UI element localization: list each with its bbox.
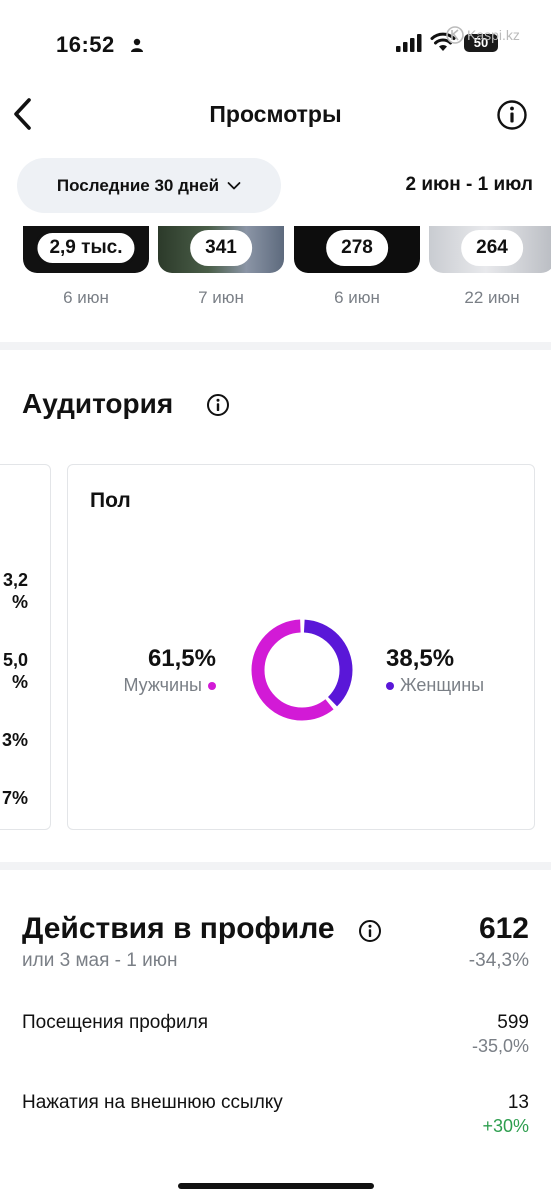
- status-time: 16:52: [56, 32, 115, 57]
- view-count-badge: 2,9 тыс.: [34, 230, 138, 266]
- age-value: 5,0 %: [2, 650, 28, 692]
- section-divider: [0, 342, 551, 350]
- age-value: 3%: [1, 730, 28, 750]
- age-value: 7%: [1, 788, 28, 808]
- content-thumbnail[interactable]: 278: [294, 226, 420, 273]
- watermark-text: Kaspi.kz: [467, 27, 520, 43]
- content-thumbnail[interactable]: 2,9 тыс.: [23, 226, 149, 273]
- metric-change: -35,0%: [471, 1036, 529, 1056]
- metric-row-link-taps[interactable]: Нажатия на внешнюю ссылку 13 +30%: [22, 1092, 529, 1142]
- person-icon: [131, 38, 143, 52]
- female-label: Женщины: [400, 675, 485, 695]
- top-content-strip: 2,9 тыс. 341 278 264 6 июн 7 июн 6 июн 2…: [0, 226, 551, 316]
- donut-female-arc: [251, 619, 353, 721]
- gender-donut-chart: [251, 619, 353, 721]
- metric-row-profile-visits[interactable]: Посещения профиля 599 -35,0%: [22, 1012, 529, 1062]
- view-count-badge: 341: [190, 230, 252, 266]
- section-divider: [0, 862, 551, 870]
- metric-label: Посещения профиля: [22, 1012, 208, 1033]
- view-count-badge: 264: [461, 230, 523, 266]
- kaspi-logo-icon: [446, 26, 464, 44]
- date-range: 2 июн - 1 июл: [405, 174, 533, 195]
- metric-label: Нажатия на внешнюю ссылку: [22, 1092, 283, 1113]
- male-dot: [208, 681, 216, 690]
- metric-value: 599: [497, 1012, 529, 1033]
- content-thumbnail[interactable]: 264: [429, 226, 551, 273]
- profile-actions-change: -34,3%: [468, 950, 529, 971]
- profile-actions-total: 612: [478, 912, 529, 945]
- gender-card-title: Пол: [90, 489, 131, 512]
- chevron-down-icon: [227, 181, 241, 189]
- male-percent: 61,5%: [147, 645, 216, 672]
- profile-actions-title: Действия в профиле: [22, 912, 335, 945]
- age-card-partial[interactable]: 3,2 % 5,0 % 3% 7%: [0, 464, 51, 830]
- female-legend: Женщины: [386, 675, 484, 696]
- watermark: Kaspi.kz: [446, 26, 520, 44]
- age-value: 3,2 %: [2, 570, 28, 612]
- view-count-badge: 278: [326, 230, 388, 266]
- info-icon[interactable]: [496, 99, 528, 131]
- content-thumbnail[interactable]: 341: [158, 226, 284, 273]
- gender-card[interactable]: Пол 61,5% Мужчины 38,5% Женщины: [67, 464, 535, 830]
- info-icon[interactable]: [206, 393, 230, 417]
- back-arrow-icon[interactable]: [10, 96, 36, 132]
- period-label: Последние 30 дней: [56, 175, 220, 195]
- metric-change: +30%: [482, 1116, 529, 1136]
- thumbnail-date: 7 июн: [198, 288, 244, 307]
- thumbnail-date: 6 июн: [334, 288, 380, 307]
- metric-value: 13: [507, 1092, 529, 1113]
- compare-period: или 3 мая - 1 июн: [22, 950, 178, 971]
- battery-indicator: 50: [464, 34, 498, 52]
- status-bar: 16:52 50 Kaspi.kz: [0, 0, 551, 80]
- page-title: Просмотры: [209, 101, 342, 127]
- donut-male-arc: [251, 619, 353, 721]
- female-percent: 38,5%: [386, 645, 455, 672]
- signal-icon: [396, 34, 422, 52]
- filter-row: Последние 30 дней 2 июн - 1 июл: [0, 158, 551, 214]
- male-legend: Мужчины: [123, 675, 216, 696]
- female-dot: [386, 681, 394, 690]
- audience-title: Аудитория: [22, 388, 174, 419]
- male-label: Мужчины: [123, 675, 202, 695]
- period-dropdown[interactable]: Последние 30 дней: [17, 158, 281, 213]
- info-icon[interactable]: [358, 919, 382, 943]
- nav-bar: Просмотры: [0, 84, 551, 146]
- home-indicator: [178, 1183, 374, 1189]
- thumbnail-date: 6 июн: [63, 288, 109, 307]
- thumbnail-date: 22 июн: [464, 288, 520, 307]
